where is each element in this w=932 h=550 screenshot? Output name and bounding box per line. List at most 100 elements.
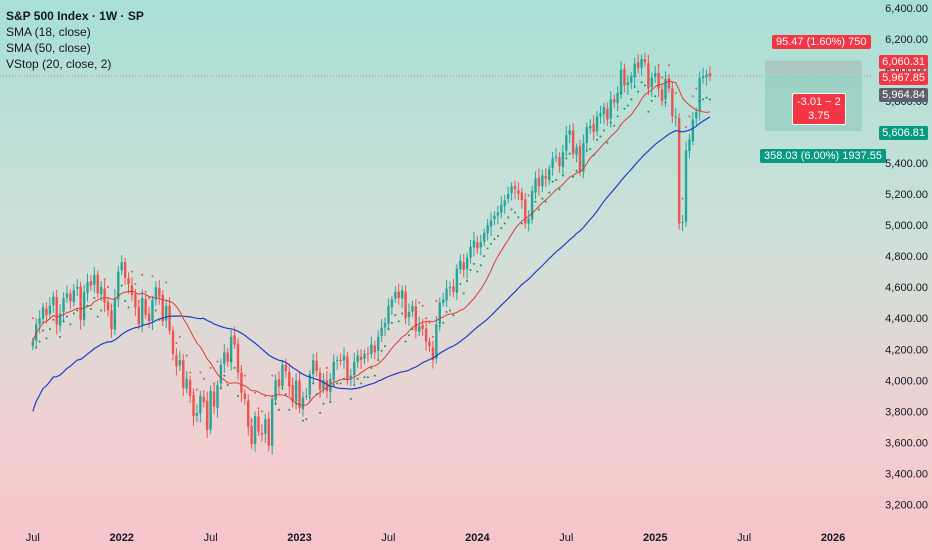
- vstop-dot: [370, 366, 373, 369]
- candle-body: [503, 200, 506, 206]
- y-tick-label: 3,800.00: [885, 406, 928, 418]
- candle-body: [154, 287, 158, 300]
- candle-body: [110, 310, 113, 330]
- candle-body: [565, 135, 568, 151]
- vstop-dot: [384, 345, 387, 348]
- vstop-dot: [315, 393, 318, 396]
- vstop-dot: [271, 374, 274, 377]
- candle-body: [147, 313, 151, 322]
- candle-body: [383, 322, 387, 328]
- vstop-dot: [288, 408, 291, 411]
- price-label-6060: 6,060.31: [879, 55, 928, 69]
- candle-body: [677, 117, 681, 224]
- vstop-legend[interactable]: VStop (20, close, 2): [6, 57, 112, 71]
- vstop-dot: [643, 84, 646, 87]
- vstop-dot: [551, 180, 554, 183]
- candle-body: [667, 78, 671, 89]
- vstop-dot: [548, 191, 551, 194]
- candle-body: [247, 400, 250, 427]
- candle-body: [93, 274, 96, 285]
- vstop-dot: [124, 300, 127, 303]
- vstop-dot: [500, 227, 503, 230]
- vstop-dot: [599, 135, 602, 138]
- candle-body: [69, 293, 72, 302]
- y-tick-label: 3,400.00: [885, 468, 928, 480]
- vstop-dot: [185, 354, 188, 357]
- candle-body: [486, 225, 489, 234]
- vstop-dot: [366, 376, 369, 379]
- vstop-dot: [144, 290, 147, 293]
- candle-body: [448, 287, 452, 289]
- candle-body: [513, 186, 517, 190]
- vstop-dot: [120, 284, 123, 287]
- vstop-dot: [626, 104, 629, 107]
- candle-body: [462, 262, 465, 271]
- vstop-dot: [640, 81, 643, 84]
- candle-body: [253, 416, 257, 444]
- candle-body: [363, 353, 366, 359]
- vstop-dot: [298, 383, 301, 386]
- candle-body: [404, 291, 407, 319]
- vstop-dot: [165, 281, 168, 284]
- candle-body: [640, 58, 643, 68]
- candle-body: [308, 374, 311, 396]
- vstop-dot: [172, 329, 174, 332]
- candle-body: [681, 221, 684, 223]
- candle-body: [571, 130, 575, 154]
- vstop-dot: [582, 165, 585, 168]
- candle-body: [575, 147, 578, 155]
- vstop-dot: [137, 300, 140, 303]
- candle-body: [76, 287, 79, 289]
- x-tick-label: 2026: [821, 532, 845, 544]
- vstop-dot: [517, 216, 520, 219]
- candle-body: [428, 341, 431, 347]
- candle-body: [202, 397, 205, 403]
- vstop-dot: [531, 213, 534, 216]
- vstop-dot: [209, 366, 212, 369]
- candle-body: [548, 169, 551, 180]
- vstop-dot: [284, 393, 287, 396]
- sma50-line: [32, 116, 711, 412]
- candle-body: [691, 119, 695, 142]
- candle-body: [130, 285, 134, 295]
- vstop-dot: [691, 95, 694, 98]
- symbol-title[interactable]: S&P 500 Index · 1W · SP: [6, 9, 144, 23]
- vstop-dot: [236, 394, 239, 397]
- candle-body: [359, 356, 363, 361]
- vstop-dot: [356, 377, 359, 380]
- candle-body: [329, 378, 332, 392]
- candle-body: [585, 127, 589, 143]
- candle-body: [103, 288, 106, 303]
- y-tick-label: 4,800.00: [885, 251, 928, 263]
- candle-body: [698, 77, 701, 112]
- candle-body: [407, 312, 411, 318]
- candle-body: [493, 215, 496, 220]
- vstop-dot: [555, 179, 558, 182]
- vstop-dot: [438, 324, 441, 327]
- vstop-dot: [469, 269, 472, 272]
- vstop-dot: [630, 98, 633, 101]
- measure-box-top: [765, 60, 862, 75]
- candle-body: [240, 372, 243, 393]
- candle-body: [455, 268, 459, 292]
- vstop-dot: [216, 360, 219, 363]
- sma50-legend[interactable]: SMA (50, close): [6, 41, 91, 55]
- candle-body: [414, 306, 418, 331]
- vstop-dot: [431, 335, 434, 338]
- candle-body: [411, 305, 414, 312]
- vstop-dot: [295, 402, 298, 405]
- sma18-legend[interactable]: SMA (18, close): [6, 25, 91, 39]
- candle-body: [353, 361, 356, 376]
- sma18-line: [32, 80, 711, 406]
- vstop-dot: [89, 307, 92, 310]
- candle-body: [520, 192, 524, 201]
- vstop-dot: [178, 335, 181, 338]
- candle-body: [52, 296, 55, 306]
- y-tick-label: 4,600.00: [885, 282, 928, 294]
- vstop-dot: [442, 321, 445, 324]
- vstop-dot: [620, 92, 623, 95]
- vstop-dot: [223, 374, 226, 377]
- candle-body: [400, 290, 404, 299]
